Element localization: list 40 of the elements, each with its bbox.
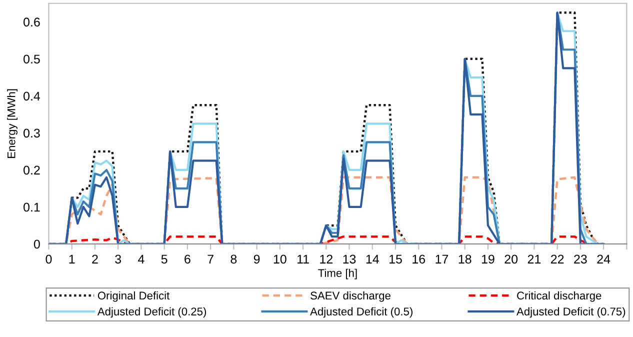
x-tick-label: 21: [528, 254, 541, 264]
y-tick-label: 0.4: [24, 92, 40, 101]
x-tick-label: 16: [412, 254, 426, 264]
legend-label: Adjusted Deficit (0.75): [516, 307, 626, 318]
x-tick-label: 20: [504, 254, 518, 264]
legend-label: Original Deficit: [98, 291, 170, 302]
x-tick-label: 7: [208, 254, 214, 264]
legend-label: Adjusted Deficit (0.5): [310, 307, 412, 318]
x-tick-label: 15: [390, 254, 402, 264]
x-tick-label: 13: [343, 254, 356, 264]
x-tick-label: 11: [297, 254, 309, 264]
x-tick-label: 18: [458, 254, 472, 264]
x-tick-label: 2: [92, 254, 98, 264]
x-tick-label: 9: [254, 254, 260, 264]
x-tick-label: 22: [550, 254, 564, 264]
legend-label: Adjusted Deficit (0.25): [97, 307, 206, 318]
y-tick-label: 0.2: [24, 166, 40, 175]
x-tick-label: 1: [69, 254, 75, 264]
y-tick-label: 0.1: [24, 202, 40, 212]
x-tick-label: 4: [138, 254, 144, 264]
x-tick-label: 5: [161, 254, 168, 264]
x-axis-title: Time [h]: [318, 268, 357, 280]
x-tick-label: 19: [482, 254, 494, 264]
x-tick-label: 10: [274, 254, 286, 264]
x-tick-label: 12: [320, 254, 332, 264]
legend-label: SAEV discharge: [310, 291, 390, 302]
y-tick-label: 0.5: [24, 54, 40, 64]
y-tick-label: 0.3: [24, 128, 40, 138]
x-tick-label: 8: [230, 254, 237, 264]
x-tick-label: 3: [115, 254, 122, 264]
legend-label: Critical discharge: [517, 291, 602, 302]
x-tick-label: 23: [574, 254, 587, 264]
x-tick-label: 24: [597, 254, 610, 264]
x-tick-label: 6: [184, 254, 190, 264]
y-tick-label: 0.6: [24, 18, 40, 27]
y-tick-label: 0: [34, 240, 40, 249]
x-tick-label: 0: [46, 254, 52, 264]
y-axis-title: Energy [MWh]: [7, 89, 18, 158]
x-tick-label: 14: [366, 254, 379, 264]
x-tick-label: 17: [436, 254, 448, 264]
